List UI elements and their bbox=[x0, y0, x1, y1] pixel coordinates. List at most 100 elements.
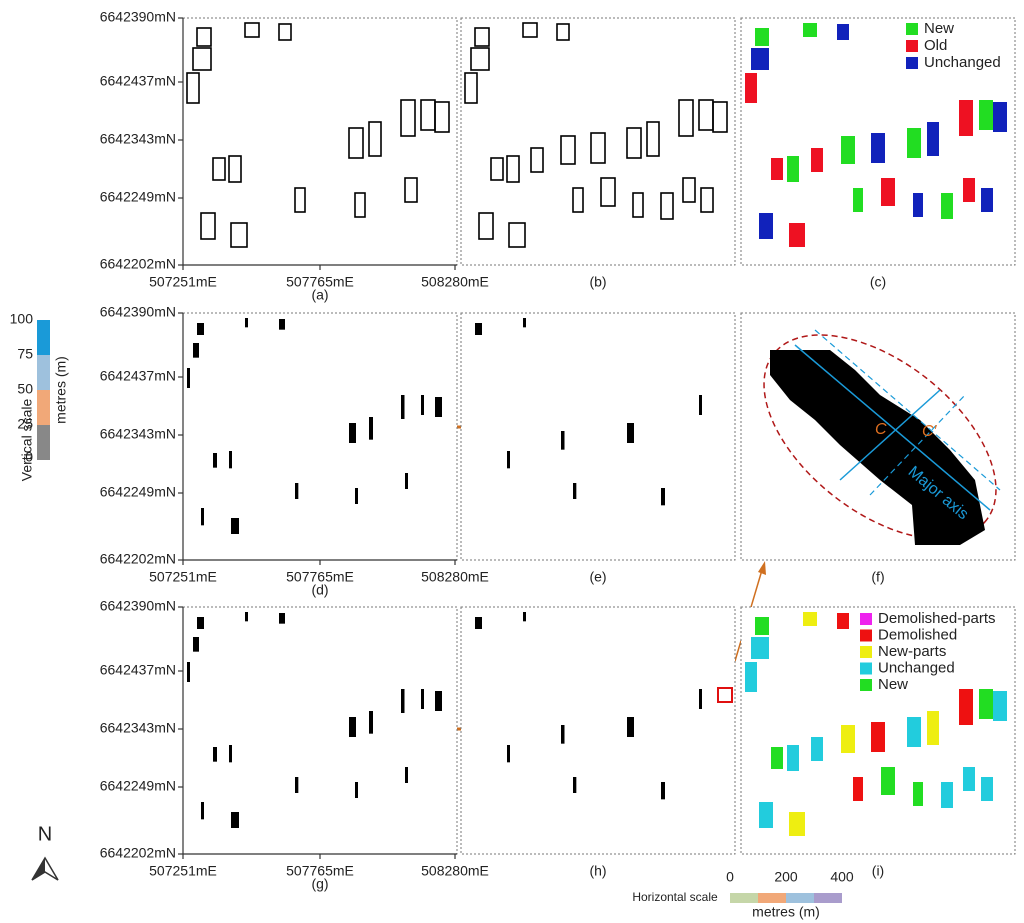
y-tick-label: 6642249mN bbox=[100, 484, 176, 500]
horizontal-scale-tick: 0 bbox=[726, 869, 734, 885]
building bbox=[682, 177, 696, 203]
building bbox=[907, 717, 921, 747]
building bbox=[201, 802, 204, 820]
building bbox=[979, 100, 993, 130]
major-axis bbox=[794, 344, 991, 511]
building bbox=[789, 223, 805, 247]
building bbox=[507, 745, 510, 763]
building bbox=[871, 133, 885, 163]
y-tick-label: 6642249mN bbox=[100, 778, 176, 794]
building bbox=[771, 747, 783, 769]
building bbox=[508, 222, 526, 248]
legend-swatch bbox=[906, 23, 918, 35]
building bbox=[230, 222, 248, 248]
building bbox=[759, 213, 773, 239]
building bbox=[811, 148, 823, 172]
building bbox=[561, 725, 565, 744]
y-tick-label: 6642390mN bbox=[100, 304, 176, 320]
building bbox=[627, 423, 634, 443]
panel-frame bbox=[460, 17, 736, 266]
panel-label: (b) bbox=[589, 274, 606, 290]
panel-frame bbox=[182, 17, 458, 266]
vertical-scale-tick: 0 bbox=[25, 449, 33, 465]
building bbox=[369, 711, 373, 734]
building bbox=[789, 812, 805, 836]
building bbox=[400, 99, 416, 137]
north-label: N bbox=[38, 823, 52, 845]
y-tick-label: 6642249mN bbox=[100, 189, 176, 205]
building bbox=[197, 617, 204, 629]
building bbox=[590, 132, 606, 164]
building bbox=[354, 192, 366, 218]
legend-swatch bbox=[906, 57, 918, 69]
building bbox=[523, 318, 526, 328]
building bbox=[853, 188, 863, 212]
legend-swatch bbox=[860, 629, 872, 642]
panel: (c) bbox=[740, 17, 1016, 290]
x-tick-label: 507251mE bbox=[149, 274, 217, 290]
building bbox=[700, 187, 714, 213]
panel-f-detail: C C′Major axis bbox=[763, 329, 1001, 545]
building bbox=[941, 193, 953, 219]
legend-label: Unchanged bbox=[878, 659, 955, 676]
x-tick-label: 507251mE bbox=[149, 569, 217, 585]
legend-label: Old bbox=[924, 37, 947, 54]
building bbox=[646, 121, 660, 157]
building bbox=[661, 488, 665, 506]
building bbox=[349, 423, 356, 443]
building bbox=[661, 782, 665, 800]
y-tick-label: 6642437mN bbox=[100, 662, 176, 678]
building bbox=[197, 323, 204, 335]
building bbox=[837, 613, 849, 629]
building bbox=[193, 637, 199, 652]
horizontal-scale: Horizontal scale metres (m) bbox=[632, 890, 842, 920]
y-tick-label: 6642390mN bbox=[100, 9, 176, 25]
y-tick-label: 6642343mN bbox=[100, 426, 176, 442]
panel-label: (h) bbox=[589, 863, 606, 879]
building bbox=[229, 451, 232, 469]
y-tick-label: 6642202mN bbox=[100, 845, 176, 861]
building bbox=[405, 473, 408, 489]
horizontal-scale-tick: 400 bbox=[830, 869, 854, 885]
panel: (h) bbox=[460, 606, 736, 879]
vertical-scale-tick: 25 bbox=[17, 416, 33, 432]
y-tick-label: 6642202mN bbox=[100, 256, 176, 272]
vertical-scale-tick: 50 bbox=[17, 381, 33, 397]
building bbox=[434, 101, 450, 133]
building bbox=[435, 691, 442, 711]
building bbox=[626, 127, 642, 159]
legend-label: Demolished-parts bbox=[878, 610, 996, 627]
panel-frame bbox=[182, 606, 458, 855]
panel-frame bbox=[460, 312, 736, 561]
building bbox=[627, 717, 634, 737]
building bbox=[245, 612, 248, 622]
point-c-prime: C′ bbox=[922, 423, 938, 440]
building bbox=[421, 395, 424, 415]
building bbox=[295, 483, 299, 499]
building bbox=[474, 27, 490, 47]
building bbox=[507, 451, 510, 469]
north-arrow: N bbox=[31, 823, 59, 881]
panel: (i) bbox=[740, 606, 1016, 879]
panel-frame bbox=[182, 312, 458, 561]
building bbox=[421, 689, 424, 709]
building bbox=[475, 323, 482, 335]
building bbox=[632, 192, 644, 218]
building bbox=[348, 127, 364, 159]
building bbox=[435, 397, 442, 417]
vertical-scale-tick: 75 bbox=[17, 346, 33, 362]
building bbox=[192, 47, 212, 71]
building bbox=[506, 155, 520, 183]
building bbox=[368, 121, 382, 157]
building bbox=[231, 812, 239, 828]
building bbox=[213, 453, 217, 468]
building bbox=[229, 745, 232, 763]
building bbox=[573, 483, 577, 499]
building bbox=[279, 613, 285, 624]
y-tick-label: 6642343mN bbox=[100, 720, 176, 736]
building bbox=[187, 368, 190, 388]
building bbox=[678, 99, 694, 137]
building bbox=[837, 24, 849, 40]
building bbox=[401, 689, 405, 713]
